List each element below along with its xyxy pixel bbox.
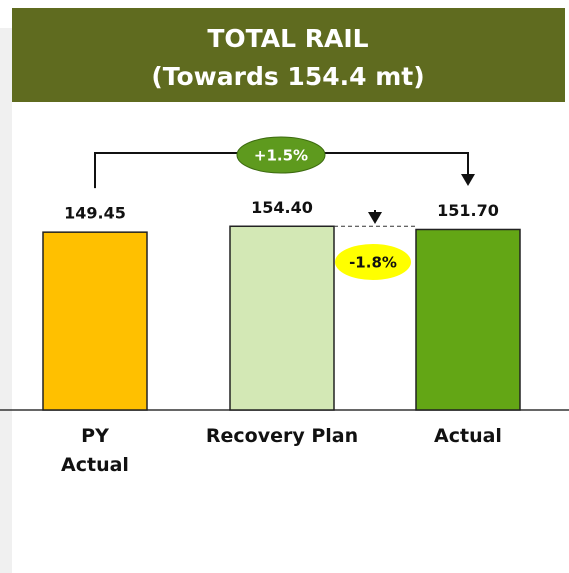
chart-title: TOTAL RAIL <box>207 24 368 53</box>
bar <box>415 228 521 411</box>
badge <box>335 244 411 280</box>
arrow-head <box>368 212 382 224</box>
category-label: Actual <box>434 425 502 447</box>
annotation: +1.5% <box>254 147 308 165</box>
category-label: Recovery Plan <box>205 425 359 447</box>
value-label: 149.45 <box>64 204 126 223</box>
bar <box>229 225 335 411</box>
badge <box>236 136 326 174</box>
bar <box>42 231 148 411</box>
value-label: 154.40 <box>251 198 313 217</box>
arrow-head <box>461 174 475 186</box>
annotation: -1.8% <box>349 254 397 272</box>
category-label: PY Actual <box>61 425 129 476</box>
title-banner <box>12 8 565 102</box>
side-strip <box>0 28 12 573</box>
value-label: 151.70 <box>437 201 499 220</box>
chart-subtitle: (Towards 154.4 mt) <box>151 62 424 91</box>
